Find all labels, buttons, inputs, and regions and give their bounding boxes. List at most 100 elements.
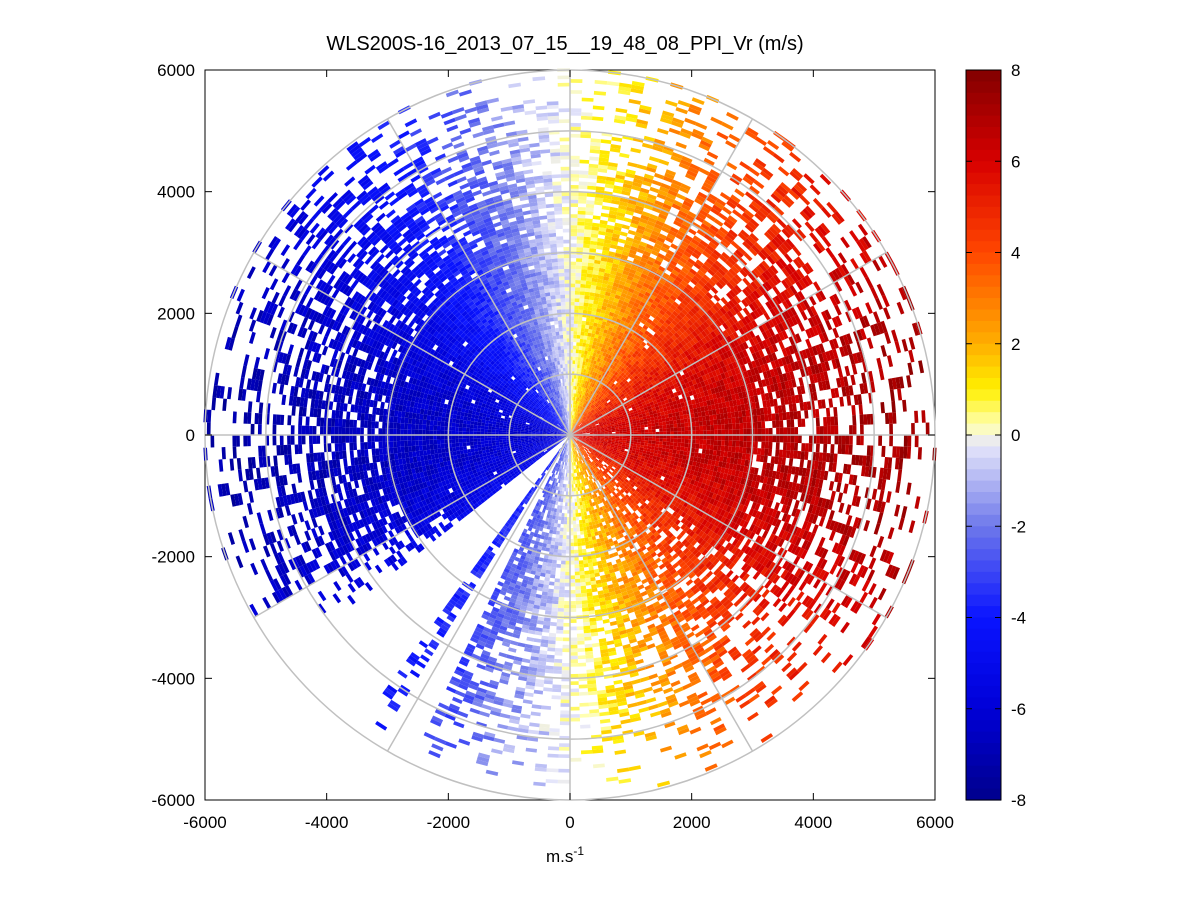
velocity-cell (861, 372, 867, 383)
velocity-cell (889, 424, 893, 435)
velocity-cell (570, 163, 580, 167)
velocity-cell (721, 440, 725, 446)
velocity-cell (601, 213, 609, 218)
velocity-cell (915, 496, 921, 509)
velocity-cell (575, 302, 580, 306)
velocity-cell (679, 411, 683, 416)
velocity-cell (799, 581, 807, 591)
velocity-cell (608, 436, 612, 438)
velocity-cell (753, 180, 764, 190)
velocity-cell (779, 450, 783, 458)
velocity-cell (649, 156, 660, 162)
velocity-cell (740, 435, 744, 441)
velocity-cell (576, 247, 583, 251)
velocity-cell (574, 324, 578, 328)
velocity-cell (735, 452, 739, 458)
velocity-cell (800, 195, 811, 206)
velocity-cell (587, 182, 596, 186)
velocity-cell (736, 435, 740, 441)
velocity-cell (778, 602, 787, 612)
velocity-cell (581, 350, 585, 354)
velocity-cell (787, 435, 791, 443)
velocity-cell (918, 360, 924, 373)
velocity-cell (699, 426, 703, 431)
velocity-cell (890, 390, 895, 402)
velocity-cell (702, 449, 706, 454)
velocity-cell (709, 415, 713, 420)
velocity-cell (574, 331, 578, 335)
velocity-cell (655, 444, 659, 447)
velocity-cell (794, 435, 798, 443)
velocity-cell (767, 407, 772, 414)
velocity-cell (909, 337, 916, 350)
velocity-cell (764, 449, 768, 456)
velocity-cell (584, 295, 589, 299)
velocity-cell (879, 369, 885, 381)
velocity-cell (849, 435, 853, 445)
velocity-cell (867, 569, 875, 581)
velocity-cell (843, 484, 849, 494)
velocity-cell (738, 453, 742, 459)
velocity-cell (856, 435, 860, 445)
velocity-cell (713, 420, 717, 425)
velocity-cell (739, 447, 743, 453)
velocity-cell (840, 237, 850, 249)
velocity-cell (867, 414, 871, 425)
velocity-cell (838, 503, 844, 513)
velocity-cell (886, 491, 892, 503)
velocity-cell (707, 425, 711, 430)
velocity-cell (652, 429, 656, 432)
velocity-cell (684, 419, 688, 424)
velocity-cell (577, 339, 581, 343)
velocity-cell (588, 303, 593, 307)
velocity-cell (570, 284, 575, 288)
velocity-cell (663, 428, 667, 432)
velocity-cell (776, 420, 780, 427)
velocity-cell (742, 447, 746, 453)
velocity-cell (577, 222, 585, 226)
velocity-cell (775, 413, 779, 421)
velocity-cell (805, 339, 812, 349)
velocity-cell (768, 414, 772, 421)
velocity-cell (772, 421, 776, 428)
velocity-cell (838, 252, 847, 263)
velocity-cell (873, 311, 881, 323)
velocity-cell (728, 418, 732, 424)
velocity-cell (756, 408, 761, 415)
velocity-cell (570, 276, 576, 280)
velocity-cell (677, 427, 681, 431)
velocity-cell (586, 207, 594, 211)
velocity-cell (581, 328, 585, 332)
velocity-cell (570, 262, 576, 266)
velocity-cell (881, 345, 888, 357)
velocity-cell (724, 413, 728, 419)
velocity-cell (665, 418, 669, 422)
velocity-cell (679, 454, 683, 459)
velocity-cell (672, 416, 676, 420)
velocity-cell (652, 180, 662, 186)
velocity-cell (619, 431, 623, 433)
velocity-cell (830, 417, 834, 426)
velocity-cell (572, 386, 574, 390)
velocity-cell (684, 423, 688, 427)
velocity-cell (573, 360, 576, 364)
velocity-cell (659, 441, 663, 445)
velocity-cell (782, 412, 786, 420)
velocity-cell (571, 400, 572, 404)
velocity-cell (852, 364, 858, 375)
velocity-cell (626, 429, 630, 431)
velocity-cell (586, 204, 594, 208)
velocity-cell (778, 166, 790, 176)
velocity-cell (761, 448, 765, 455)
velocity-cell (695, 444, 699, 449)
velocity-cell (648, 429, 652, 432)
velocity-cell (650, 187, 660, 193)
velocity-cell (602, 206, 611, 211)
velocity-cell (576, 349, 579, 353)
velocity-cell (648, 426, 652, 429)
velocity-cell (589, 300, 594, 304)
velocity-cell (570, 127, 581, 131)
velocity-cell (579, 346, 582, 350)
velocity-cell (666, 445, 670, 449)
velocity-cell (626, 437, 630, 439)
